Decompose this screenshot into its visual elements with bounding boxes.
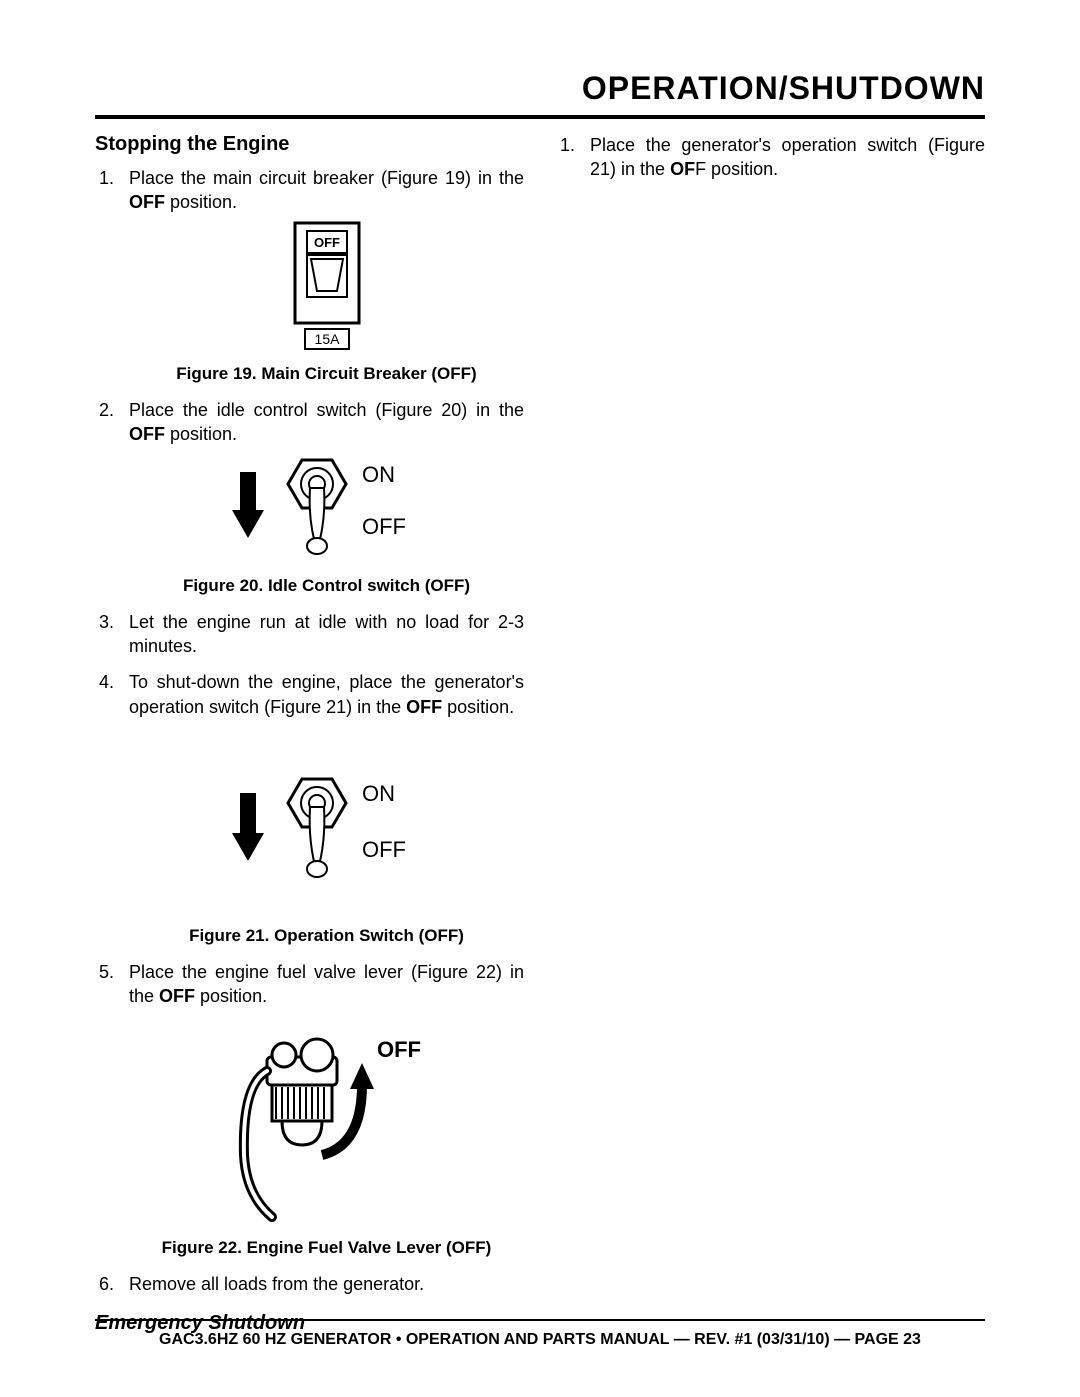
- section-heading-stopping: Stopping the Engine: [95, 133, 524, 156]
- fig21-on-label: ON: [362, 781, 395, 806]
- fig19-amp-label: 15A: [314, 331, 340, 347]
- step4-text-c: position.: [442, 697, 514, 717]
- fig21-off-label: OFF: [362, 837, 406, 862]
- fig20-off-label: OFF: [362, 514, 406, 539]
- operation-switch-icon: ON OFF: [222, 769, 432, 889]
- steps-list-right: Place the generator's operation switch (…: [556, 133, 985, 182]
- step-2: Place the idle control switch (Figure 20…: [95, 398, 524, 598]
- fuel-valve-icon: OFF: [212, 1015, 442, 1225]
- step-6: Remove all loads from the generator.: [95, 1272, 524, 1296]
- rstep1-bold: OF: [670, 159, 695, 179]
- rstep1-text-c: F position.: [695, 159, 778, 179]
- left-column: Stopping the Engine Place the main circu…: [95, 133, 524, 1335]
- two-column-layout: Stopping the Engine Place the main circu…: [95, 133, 985, 1335]
- steps-list-left: Place the main circuit breaker (Figure 1…: [95, 166, 524, 1296]
- step4-bold: OFF: [406, 697, 442, 717]
- figure-19: OFF 15A Figure 19. Main Circuit Breaker …: [129, 221, 524, 386]
- step1-text-c: position.: [165, 192, 237, 212]
- step2-text-c: position.: [165, 424, 237, 444]
- step3-text: Let the engine run at idle with no load …: [129, 612, 524, 656]
- figure-22-caption: Figure 22. Engine Fuel Valve Lever (OFF): [129, 1237, 524, 1260]
- figure-21-caption: Figure 21. Operation Switch (OFF): [129, 925, 524, 948]
- figure-22: OFF Figure 22. Engine Fuel Valve Lever (…: [129, 1015, 524, 1260]
- figure-20-caption: Figure 20. Idle Control switch (OFF): [129, 575, 524, 598]
- step5-text-c: position.: [195, 986, 267, 1006]
- step1-bold: OFF: [129, 192, 165, 212]
- page-footer: GAC3.6HZ 60 HZ GENERATOR • OPERATION AND…: [95, 1319, 985, 1349]
- figure-21: ON OFF Figure 21. Operation Switch (OFF): [129, 769, 524, 948]
- step-1: Place the main circuit breaker (Figure 1…: [95, 166, 524, 386]
- fig22-off-label: OFF: [377, 1037, 421, 1062]
- page-title: OPERATION/SHUTDOWN: [95, 70, 985, 119]
- idle-switch-icon: ON OFF: [222, 452, 432, 562]
- step2-bold: OFF: [129, 424, 165, 444]
- rstep1-text-a: Place the generator's operation switch (…: [590, 135, 985, 179]
- figure-20: ON OFF Figure 20. Idle Control switch (O…: [129, 452, 524, 597]
- step-3: Let the engine run at idle with no load …: [95, 610, 524, 659]
- fig19-off-label: OFF: [314, 235, 340, 250]
- step1-text-a: Place the main circuit breaker (Figure 1…: [129, 168, 524, 188]
- circuit-breaker-icon: OFF 15A: [277, 221, 377, 351]
- step5-bold: OFF: [159, 986, 195, 1006]
- right-step-1: Place the generator's operation switch (…: [556, 133, 985, 182]
- step-4: To shut-down the engine, place the gener…: [95, 670, 524, 948]
- step6-text: Remove all loads from the generator.: [129, 1274, 424, 1294]
- figure-19-caption: Figure 19. Main Circuit Breaker (OFF): [129, 363, 524, 386]
- fig20-on-label: ON: [362, 462, 395, 487]
- right-column: Place the generator's operation switch (…: [556, 133, 985, 1335]
- step-5: Place the engine fuel valve lever (Figur…: [95, 960, 524, 1260]
- step2-text-a: Place the idle control switch (Figure 20…: [129, 400, 524, 420]
